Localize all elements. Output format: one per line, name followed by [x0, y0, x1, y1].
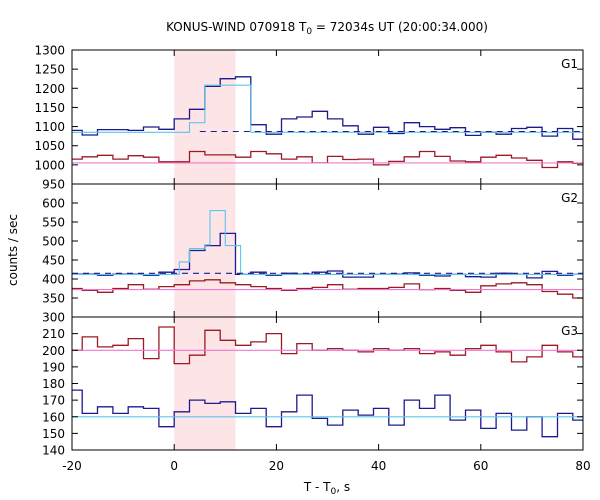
x-axis-label-sub: 0 — [331, 487, 337, 497]
x-tick-label: -20 — [62, 459, 82, 473]
panel-G3-frame — [71, 316, 584, 451]
plot-layer: 950 1000 1050 1100 1150 1200 1250 1300 G1 300 350 4… — [34, 44, 590, 474]
x-axis-label-post: , s — [336, 480, 350, 494]
x-axis-label-pre: T - T — [303, 480, 331, 494]
x-tick-label: 20 — [269, 459, 284, 473]
panel-G1-series-blue-fit — [72, 84, 583, 133]
panel-G2-series-red — [72, 279, 583, 299]
panel-G2-y-tick-label: 350 — [42, 292, 65, 306]
panel-G2-series-blue — [72, 232, 583, 279]
panel-G1-y-tick-label: 1000 — [34, 158, 65, 172]
panel-G2-y-tick-label: 450 — [42, 254, 65, 268]
panel-G3-series-red — [72, 326, 583, 365]
panel-G2-y-tick-label: 300 — [42, 311, 65, 325]
panel-G2-series-blue-fit — [72, 210, 583, 275]
panel-G3-y-tick-label: 140 — [42, 444, 65, 458]
panel-G2-y-tick-label: 550 — [42, 216, 65, 230]
y-axis-label: counts / sec — [6, 214, 20, 286]
chart-title: KONUS-WIND 070918 T0 = 72034s UT (20:00:… — [166, 20, 488, 37]
panel-G2-y-tick-label: 600 — [42, 197, 65, 211]
x-tick-label: 0 — [170, 459, 178, 473]
x-tick-label: 40 — [371, 459, 386, 473]
panel-G1-label: G1 — [561, 57, 578, 71]
x-axis-label: T - T0, s — [303, 480, 350, 497]
panel-G1-y-tick-label: 1100 — [34, 120, 65, 134]
panel-G1-y-tick-label: 1300 — [34, 44, 65, 58]
panel-G2-label: G2 — [561, 191, 578, 205]
panel-G1-y-tick-label: 1250 — [34, 63, 65, 77]
panel-G2-frame — [71, 183, 584, 318]
x-tick-label: 60 — [473, 459, 488, 473]
panel-G1-y-tick-label: 1200 — [34, 82, 65, 96]
panel-G1-series-red — [72, 150, 583, 169]
chart-title-pre: KONUS-WIND 070918 T — [166, 20, 307, 34]
chart-title-post: = 72034s UT (20:00:34.000) — [312, 20, 488, 34]
panel-G3-series-blue — [72, 389, 583, 438]
panel-G3-y-tick-label: 160 — [42, 410, 65, 424]
panel-G2-y-tick-label: 400 — [42, 273, 65, 287]
panel-G2-y-tick-label: 500 — [42, 235, 65, 249]
panel-G1-y-tick-label: 950 — [42, 178, 65, 192]
panel-G3-y-tick-label: 150 — [42, 427, 65, 441]
panel-G1-y-tick-label: 1150 — [34, 101, 65, 115]
panel-G3-y-tick-label: 200 — [42, 344, 65, 358]
panel-G3-label: G3 — [561, 324, 578, 338]
panel-G1-series-blue — [72, 76, 583, 140]
panel-G3-y-tick-label: 210 — [42, 327, 65, 341]
panel-G3-y-tick-label: 170 — [42, 394, 65, 408]
panel-G3-y-tick-label: 180 — [42, 377, 65, 391]
panel-G1-y-tick-label: 1050 — [34, 139, 65, 153]
panel-G3-y-tick-label: 190 — [42, 360, 65, 374]
x-tick-label: 80 — [575, 459, 590, 473]
chart-title-sub: 0 — [306, 27, 312, 37]
